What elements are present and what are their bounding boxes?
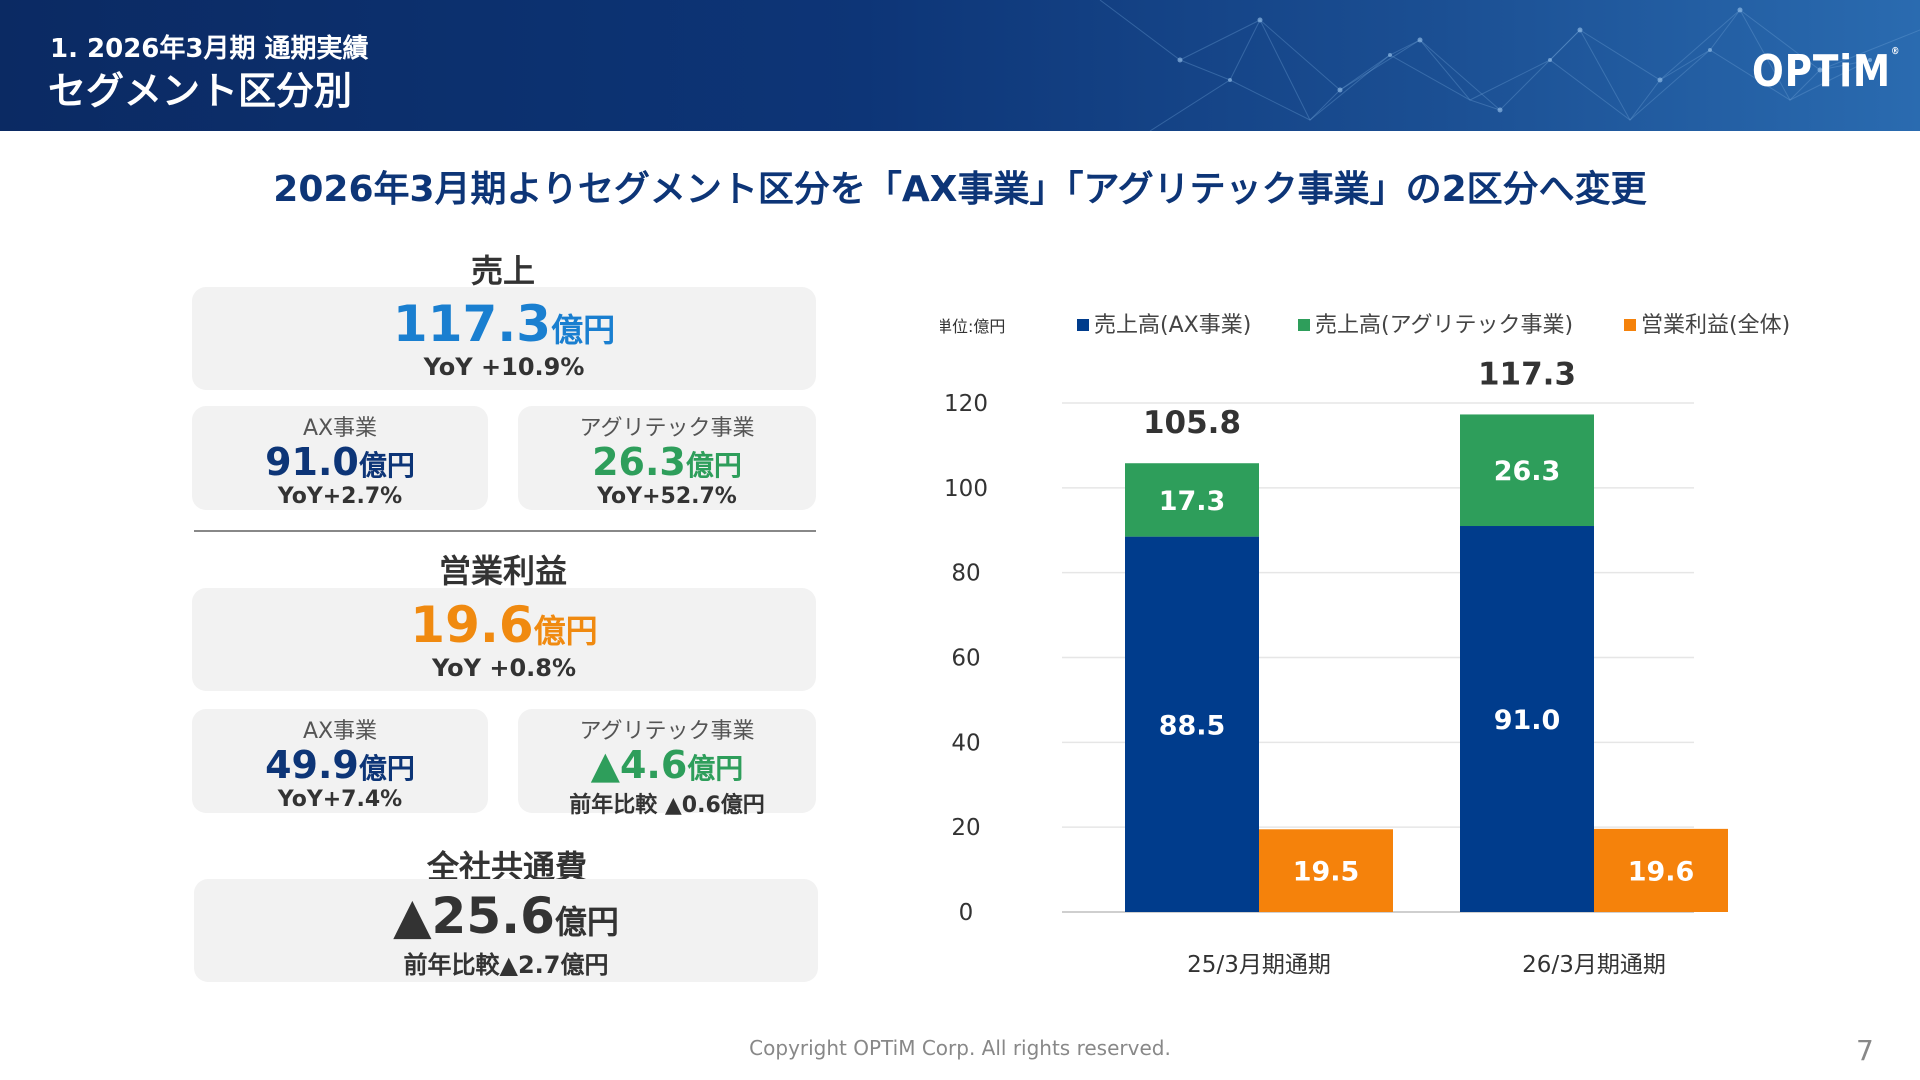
sales-total-value: 117.3億円 <box>392 295 616 353</box>
y-tick-label: 80 <box>951 561 980 587</box>
bar-data-label: 91.0 <box>1494 705 1561 736</box>
sales-agri-card: アグリテック事業 26.3億円 YoY+52.7% <box>518 406 816 510</box>
legend-swatch <box>1298 319 1310 331</box>
y-tick-label: 100 <box>944 476 988 502</box>
sales-total-card: 117.3億円 YoY +10.9% <box>192 287 816 390</box>
bar-segment <box>1125 463 1259 537</box>
page-title: セグメント区分別 <box>48 69 353 113</box>
op-profit-total-value: 19.6億円 <box>410 596 598 654</box>
page-number: 7 <box>1856 1034 1874 1067</box>
y-tick-label: 40 <box>951 730 980 756</box>
section-divider <box>194 530 816 532</box>
unit-label: 単位:億円 <box>940 317 1005 336</box>
bar-segment <box>1594 828 1728 912</box>
op-profit-agri-value: ▲4.6億円 <box>590 743 744 787</box>
optim-logo: OPTiM® <box>1752 46 1901 97</box>
segment-bar-chart: 0 20 40 60 80 100 120 単位:億円 売上高(AX事業) 売上高(アグリテック事… <box>940 313 1790 978</box>
op-profit-agri-yoy: 前年比較 ▲0.6億円 <box>569 792 765 818</box>
legend-entry: 営業利益(全体) <box>1641 313 1790 338</box>
op-profit-agri-card: アグリテック事業 ▲4.6億円 前年比較 ▲0.6億円 <box>518 709 816 818</box>
sales-ax-card: AX事業 91.0億円 YoY+2.7% <box>192 406 488 510</box>
x-category-label: 26/3月期通期 <box>1522 952 1666 978</box>
y-tick-label: 120 <box>944 391 988 417</box>
op-profit-title: 営業利益 <box>438 552 567 590</box>
sales-agri-yoy: YoY+52.7% <box>597 483 737 509</box>
op-profit-total-card: 19.6億円 YoY +0.8% <box>192 588 816 691</box>
sales-yoy: YoY +10.9% <box>423 353 585 381</box>
bar-data-label: 26.3 <box>1494 456 1561 487</box>
bar-data-label: 19.5 <box>1293 857 1360 888</box>
legend-swatch <box>1624 319 1636 331</box>
bar-data-label: 17.3 <box>1159 486 1226 517</box>
sales-ax-label: AX事業 <box>302 416 378 441</box>
op-profit-ax-yoy: YoY+7.4% <box>277 786 403 812</box>
copyright: Copyright OPTiM Corp. All rights reserve… <box>749 1036 1171 1060</box>
common-cost-card: ▲25.6億円 前年比較▲2.7億円 <box>194 879 818 982</box>
sales-ax-yoy: YoY+2.7% <box>277 483 403 509</box>
op-profit-agri-label: アグリテック事業 <box>579 719 755 744</box>
common-cost-yoy: 前年比較▲2.7億円 <box>403 951 609 979</box>
sales-ax-value: 91.0億円 <box>265 440 415 484</box>
common-cost-value: ▲25.6億円 <box>393 887 619 945</box>
bar-total-label: 117.3 <box>1478 356 1576 392</box>
bar-segment <box>1460 526 1594 912</box>
sales-title: 売上 <box>470 252 535 290</box>
y-tick-label: 60 <box>951 646 980 672</box>
op-profit-ax-value: 49.9億円 <box>265 743 415 787</box>
sales-agri-value: 26.3億円 <box>592 440 742 484</box>
bar-data-label: 88.5 <box>1159 710 1226 741</box>
op-profit-ax-card: AX事業 49.9億円 YoY+7.4% <box>192 709 488 813</box>
legend-entry: 売上高(アグリテック事業) <box>1315 313 1573 338</box>
x-category-label: 25/3月期通期 <box>1187 952 1331 978</box>
y-tick-label: 20 <box>951 815 980 841</box>
legend-entry: 売上高(AX事業) <box>1094 313 1251 338</box>
sales-agri-label: アグリテック事業 <box>579 416 755 441</box>
bar-segment <box>1259 829 1393 912</box>
slide-header: 1. 2026年3月期 通期実績 セグメント区分別 OPTiM® <box>0 0 1920 131</box>
network-pattern-icon <box>1099 0 1920 131</box>
op-profit-yoy: YoY +0.8% <box>431 654 577 682</box>
y-tick-label: 0 <box>959 900 974 926</box>
bar-total-label: 105.8 <box>1143 405 1241 441</box>
bar-data-label: 19.6 <box>1628 856 1695 887</box>
section-subtitle: 1. 2026年3月期 通期実績 <box>50 34 369 64</box>
legend-swatch <box>1077 319 1089 331</box>
op-profit-ax-label: AX事業 <box>302 719 378 744</box>
bar-segment <box>1460 414 1594 527</box>
bar-segment <box>1125 536 1259 912</box>
headline: 2026年3月期よりセグメント区分を「AX事業」「アグリテック事業」の2区分へ変… <box>273 169 1647 210</box>
